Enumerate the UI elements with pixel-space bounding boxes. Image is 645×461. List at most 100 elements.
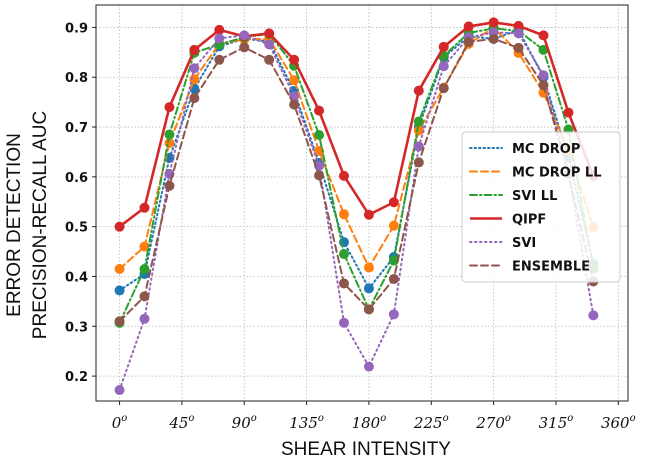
data-point-svi-ll — [139, 264, 150, 274]
legend-box — [461, 131, 621, 283]
data-point-qipf — [189, 44, 200, 55]
data-point-svi-ll — [164, 129, 175, 140]
data-point-svi — [314, 160, 325, 171]
x-tick-label: 270o — [475, 413, 511, 432]
x-tick-label: 0o — [112, 413, 128, 432]
data-point-ensemble — [488, 33, 499, 44]
x-tick-label: 90o — [232, 413, 257, 432]
legend-label-svi-ll: SVI LL — [512, 189, 557, 204]
series-qipf — [114, 17, 599, 232]
data-point-ensemble — [239, 42, 250, 53]
data-point-qipf — [114, 221, 125, 232]
data-point-qipf — [413, 85, 424, 96]
data-point-svi-ll — [338, 249, 349, 260]
data-point-svi — [239, 30, 250, 41]
series-ensemble — [114, 33, 599, 327]
data-point-qipf — [388, 197, 399, 208]
data-point-qipf — [438, 41, 449, 52]
data-point-svi — [388, 309, 399, 320]
data-point-ensemble — [189, 93, 200, 104]
data-point-ensemble — [214, 54, 225, 65]
legend-label-qipf: QIPF — [512, 213, 546, 228]
data-point-qipf — [214, 24, 225, 35]
data-point-svi-ll — [388, 255, 399, 266]
data-point-svi-ll — [413, 116, 424, 127]
x-tick-label: 180o — [352, 413, 387, 432]
grid — [96, 5, 628, 401]
legend-label-mc-drop-ll: MC DROP LL — [512, 166, 601, 181]
data-point-ensemble — [338, 278, 349, 289]
data-point-svi — [513, 28, 524, 39]
data-point-mc-drop-ll — [314, 145, 325, 156]
data-point-mc-drop — [363, 283, 374, 294]
data-point-ensemble — [513, 42, 524, 53]
data-point-ensemble — [314, 170, 325, 181]
series-layer — [114, 17, 599, 396]
data-point-ensemble — [538, 80, 549, 91]
axis-ticks: 0.2 0.3 0.4 0.5 0.6 0.7 0.8 0.9 0o 45o 90o 135o 180o… — [65, 21, 636, 432]
data-point-svi — [264, 39, 275, 50]
data-point-qipf — [338, 170, 349, 181]
x-tick-label: 315o — [539, 413, 574, 432]
data-point-ensemble — [388, 273, 399, 284]
x-tick-label: 45o — [168, 413, 194, 432]
data-point-svi — [139, 313, 150, 324]
legend: MC DROP MC DROP LL SVI LL QIPF SVI ENSEMBLE — [461, 131, 621, 283]
data-point-qipf — [289, 54, 300, 65]
data-point-ensemble — [264, 54, 275, 65]
x-tick-label: 225o — [413, 413, 449, 432]
y-tick-label: 0.6 — [65, 171, 88, 186]
data-point-svi — [413, 141, 424, 152]
plot-frame — [95, 4, 629, 402]
data-point-qipf — [314, 105, 325, 116]
y-tick-label: 0.9 — [65, 21, 88, 36]
data-point-ensemble — [463, 36, 474, 47]
data-point-svi — [338, 317, 349, 328]
data-point-qipf — [463, 21, 474, 32]
data-point-mc-drop-ll — [363, 262, 374, 273]
data-point-svi — [363, 361, 374, 372]
data-point-qipf — [538, 30, 549, 41]
legend-label-ensemble: ENSEMBLE — [512, 260, 590, 275]
data-point-ensemble — [139, 291, 150, 302]
data-point-mc-drop — [114, 285, 125, 296]
y-tick-label: 0.4 — [65, 270, 88, 285]
data-point-qipf — [488, 17, 499, 28]
data-point-qipf — [513, 20, 524, 31]
x-axis-label: SHEAR INTENSITY — [281, 439, 451, 460]
data-point-qipf — [264, 28, 275, 39]
data-point-mc-drop-ll — [139, 241, 150, 252]
data-point-ensemble — [164, 180, 175, 191]
data-point-mc-drop-ll — [388, 220, 399, 231]
y-tick-label: 0.5 — [65, 221, 88, 236]
y-axis-label-line-2: PRECISION-RECALL AUC — [30, 111, 51, 339]
data-point-ensemble — [114, 316, 125, 327]
y-axis-label-line-1: ERROR DETECTION — [4, 133, 25, 317]
data-point-svi — [438, 61, 449, 72]
y-tick-label: 0.8 — [65, 71, 88, 86]
y-tick-label: 0.2 — [65, 370, 88, 385]
data-point-svi — [588, 310, 599, 321]
data-point-ensemble — [413, 157, 424, 168]
data-point-mc-drop-ll — [338, 209, 349, 220]
data-point-svi-ll — [314, 130, 325, 141]
series-line-svi — [118, 31, 595, 392]
y-tick-label: 0.3 — [65, 320, 88, 335]
data-point-qipf — [139, 202, 150, 213]
legend-label-mc-drop: MC DROP — [512, 142, 580, 157]
data-point-svi — [114, 385, 125, 396]
legend-label-svi: SVI — [512, 236, 536, 251]
data-point-mc-drop-ll — [413, 125, 424, 136]
data-point-qipf — [164, 102, 175, 113]
data-point-qipf — [563, 107, 574, 118]
x-tick-label: 135o — [289, 413, 324, 432]
data-point-mc-drop-ll — [289, 75, 300, 86]
data-point-mc-drop-ll — [538, 87, 549, 98]
data-point-qipf — [363, 209, 374, 220]
data-point-ensemble — [289, 99, 300, 110]
data-point-svi — [538, 70, 549, 81]
y-tick-label: 0.7 — [65, 121, 88, 136]
data-point-ensemble — [363, 304, 374, 315]
data-point-svi — [189, 63, 200, 74]
